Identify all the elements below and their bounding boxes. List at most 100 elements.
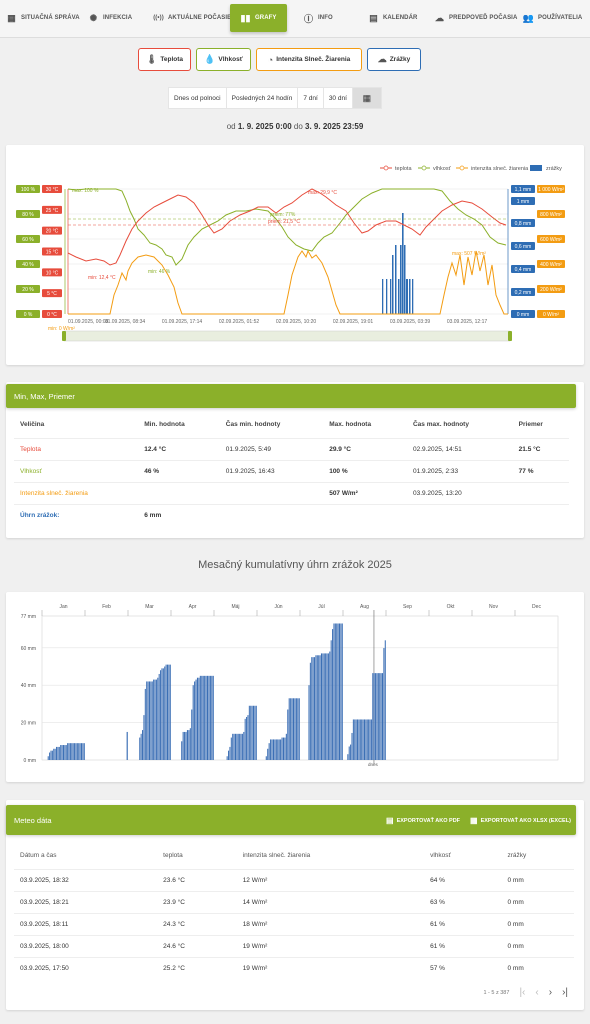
solar-tick-tag <box>537 210 565 218</box>
monthly-day-bar <box>311 657 313 760</box>
export-pdf-label: EXPORTOVAŤ AKO PDF <box>396 817 461 824</box>
solar-tick: 1 000 W/m² <box>538 187 564 193</box>
navigator-left-handle[interactable] <box>62 331 66 341</box>
filter-solar-button[interactable]: ◔ Intenzita Slneč. Žiarenia <box>256 48 362 71</box>
x-tick: 02.09.2025, 19:01 <box>333 319 374 325</box>
legend-vlhkost[interactable]: vlhkosť <box>433 166 452 172</box>
monthly-day-bar <box>340 623 342 760</box>
monthly-day-bar <box>185 731 187 760</box>
temp-tick-tag <box>42 226 62 235</box>
meteo-col-header[interactable]: intenzita slneč. žiarenia <box>242 852 311 860</box>
temp-tick: 25 °C <box>46 208 59 214</box>
nav-item-2[interactable]: ((•)) AKTUÁLNE POČASIE <box>153 4 231 32</box>
monthly-day-bar <box>316 655 318 760</box>
monthly-day-bar <box>363 719 365 760</box>
prev-page-icon[interactable]: ‹ <box>535 987 539 998</box>
meteo-col-header[interactable]: Dátum a čas <box>20 852 57 860</box>
monthly-day-bar <box>309 662 311 760</box>
monthly-day-bar <box>226 756 228 760</box>
legend-zrazky[interactable]: zrážky <box>546 166 562 172</box>
solar-tick-tag <box>537 185 565 193</box>
meteo-cell: 25.2 °C <box>157 956 237 979</box>
first-page-icon[interactable]: |‹ <box>519 987 526 998</box>
monthly-day-bar <box>166 664 169 760</box>
meteo-cell: 0 mm <box>501 868 574 891</box>
nav-item-0[interactable]: ▦ SITUAČNÁ SPRÁVA <box>6 4 80 32</box>
export-pdf-button[interactable]: ▤ EXPORTOVAŤ AKO PDF <box>386 816 460 825</box>
monthly-day-bar <box>181 741 183 760</box>
nav-item-7[interactable]: 👥 POUŽÍVATELIA <box>523 4 582 32</box>
monthly-day-bar <box>54 748 56 760</box>
meteo-cell: 61 % <box>424 912 502 935</box>
stats-cell-avg: 21.5 °C <box>512 437 569 460</box>
temp-tick-tag <box>42 310 62 318</box>
monthly-day-bar <box>60 745 62 760</box>
nav-item-4[interactable]: ⓘ INFO <box>303 4 333 32</box>
monthly-day-bar <box>162 668 164 760</box>
humidity-tick-tag <box>16 310 40 318</box>
next-page-icon[interactable]: › <box>548 987 553 998</box>
meteo-col-header[interactable]: vlhkosť <box>430 852 451 860</box>
navigator-right-handle[interactable] <box>508 331 512 341</box>
monthly-day-bar <box>53 748 55 760</box>
meteo-col-header[interactable]: zrážky <box>507 852 527 860</box>
range-7d-button[interactable]: 7 dní <box>298 88 324 108</box>
filter-teplota-button[interactable]: 🌡 Teplota <box>138 48 191 71</box>
meteo-cell: 19 W/m² <box>236 934 425 957</box>
nav-item-6[interactable]: ☁ PREDPOVEĎ POČASIA <box>434 4 517 32</box>
monthly-day-bar <box>188 730 190 760</box>
main-chart-card: teplota vlhkosť intenzita slneč. žiareni… <box>6 145 584 365</box>
filter-vlhkost-button[interactable]: 💧 Vlhkosť <box>196 48 251 71</box>
rain-tick: 0,4 mm <box>515 267 532 273</box>
export-xlsx-button[interactable]: ▦ EXPORTOVAŤ AKO XLSX (EXCEL) <box>470 816 571 825</box>
monthly-day-bar <box>148 681 150 760</box>
monthly-day-bar <box>80 743 83 760</box>
nav-item-1[interactable]: ✺ INFEKCIA <box>88 4 132 32</box>
table-row: 03.9.2025, 18:11 24.3 °C 18 W/m² 61 % 0 mm <box>14 912 574 935</box>
month-label: Sep <box>403 604 412 610</box>
period-label: od 1. 9. 2025 0:00 do 3. 9. 2025 23:59 <box>0 122 590 131</box>
range-24h-button[interactable]: Posledných 24 hodín <box>227 88 299 108</box>
stats-cell-avg: 77 % <box>512 459 569 482</box>
humidity-tick: 60 % <box>22 237 34 243</box>
monthly-day-bar <box>76 743 78 760</box>
meteo-cell: 64 % <box>424 868 502 891</box>
meteo-cell: 61 % <box>424 934 502 957</box>
monthly-day-bar <box>205 675 207 760</box>
month-label: Okt <box>447 604 455 610</box>
range-today-button[interactable]: Dnes od polnoci <box>169 88 227 108</box>
pagination-label: 1 - 5 z 387 <box>483 989 510 996</box>
monthly-day-bar <box>295 698 297 760</box>
rain-tick: 0,6 mm <box>515 244 532 250</box>
temp-tick: 10 °C <box>46 270 59 276</box>
nav-label: POUŽÍVATELIA <box>538 15 583 21</box>
monthly-day-bar <box>373 673 375 760</box>
legend-solar[interactable]: intenzita slneč. žiarenia <box>471 166 529 172</box>
monthly-day-bar <box>140 733 142 760</box>
monthly-day-bar <box>365 719 367 760</box>
excel-icon: ▦ <box>470 816 478 825</box>
month-label: Jan <box>59 604 67 610</box>
legend-teplota[interactable]: teplota <box>395 166 412 172</box>
calendar-icon: ▦ <box>362 92 372 103</box>
range-30d-button[interactable]: 30 dní <box>324 88 353 108</box>
zoom-navigator[interactable] <box>63 330 511 342</box>
monthly-day-bar <box>51 750 53 760</box>
monthly-day-bar <box>354 719 356 760</box>
monthly-day-bar <box>318 655 320 760</box>
meteo-col-header[interactable]: teplota <box>163 852 183 860</box>
calendar-picker-button[interactable]: ▦ <box>352 88 381 108</box>
monthly-day-bar <box>126 731 128 760</box>
month-label: Apr <box>189 604 197 610</box>
nav-item-3[interactable]: ▮▮ GRAFY <box>230 4 287 32</box>
monthly-day-bar <box>341 623 343 760</box>
last-page-icon[interactable]: ›| <box>562 987 568 998</box>
temp-tick-tag <box>42 185 62 193</box>
sun-gauge-icon: ◔ <box>267 54 274 65</box>
filter-zrazky-button[interactable]: ☁ Zrážky <box>367 48 421 71</box>
stats-cell-min_time <box>219 503 324 526</box>
nav-item-5[interactable]: ▤ KALENDÁR <box>368 4 417 32</box>
rain-tick-tag <box>511 288 535 296</box>
stats-col-header: Priemer <box>518 421 543 429</box>
humidity-tick-tag <box>16 235 40 243</box>
